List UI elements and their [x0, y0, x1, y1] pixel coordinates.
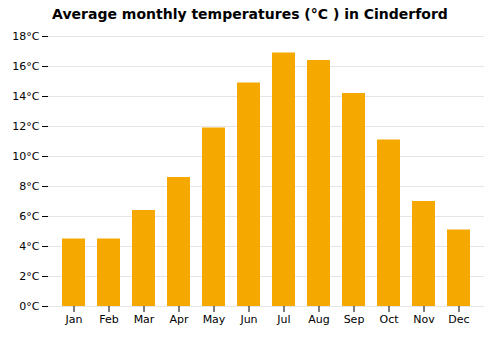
svg-text:18°C: 18°C: [12, 30, 39, 43]
svg-text:10°C: 10°C: [12, 150, 39, 163]
svg-text:May: May: [203, 313, 226, 326]
html-text:Average monthly temperatures (: Average monthly temperatures (°C ) in Ci…: [52, 6, 448, 22]
svg-text:Apr: Apr: [169, 313, 189, 326]
svg-text:8°C: 8°C: [19, 180, 39, 193]
svg-text:14°C: 14°C: [12, 90, 39, 103]
svg-text:Sep: Sep: [344, 313, 365, 326]
svg-text:0°C: 0°C: [19, 300, 39, 313]
svg-text:Dec: Dec: [448, 313, 469, 326]
svg-text:Feb: Feb: [99, 313, 118, 326]
svg-text:Jul: Jul: [276, 313, 290, 326]
svg-text:Jan: Jan: [65, 313, 83, 326]
svg-text:12°C: 12°C: [12, 120, 39, 133]
svg-text:Oct: Oct: [379, 313, 399, 326]
svg-text:Mar: Mar: [134, 313, 155, 326]
svg-text:4°C: 4°C: [19, 240, 39, 253]
svg-text:16°C: 16°C: [12, 60, 39, 73]
svg-text:6°C: 6°C: [19, 210, 39, 223]
svg-text:Aug: Aug: [308, 313, 329, 326]
svg-text:Nov: Nov: [413, 313, 435, 326]
svg-text:2°C: 2°C: [19, 270, 39, 283]
svg-text:Jun: Jun: [239, 313, 257, 326]
